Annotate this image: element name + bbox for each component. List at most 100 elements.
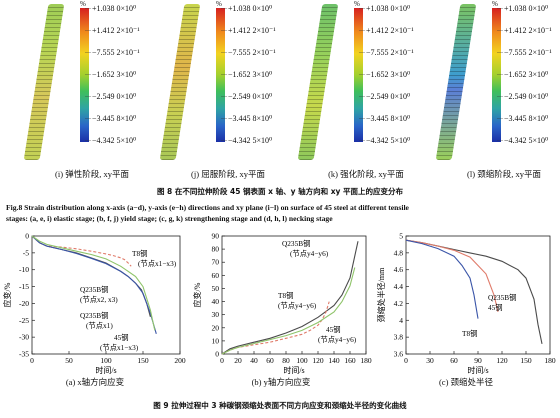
- x-tick-label: 150: [520, 356, 532, 365]
- x-tick-label: 120: [312, 356, 324, 365]
- x-tick-label: 60: [266, 356, 274, 365]
- series-line: [31, 235, 156, 331]
- colorbar-tick: +1.412 2×10⁻¹: [497, 27, 552, 36]
- colorbar-tick: −7.555 2×10⁻¹: [359, 49, 414, 58]
- y-tick-label: -30: [19, 333, 29, 342]
- y-tick-label: 3.8: [394, 333, 404, 342]
- x-tick-label: 180: [544, 356, 556, 365]
- colorbar-tick: −7.555 2×10⁻¹: [221, 49, 276, 58]
- colorbar-tick: −7.555 2×10⁻¹: [85, 49, 140, 58]
- y-tick-label: 4.6: [394, 265, 404, 274]
- x-tick-label: 60: [450, 356, 458, 365]
- y-tick-label: 50: [212, 284, 220, 293]
- colorbar-tick: −2.549 0×10⁰: [85, 93, 136, 102]
- y-tick-label: 3.6: [394, 350, 404, 359]
- y-tick-label: 4: [399, 316, 403, 325]
- colorbar-unit: %: [80, 0, 86, 8]
- x-tick-label: 80: [282, 356, 290, 365]
- colorbar-tick: −4.342 5×10⁰: [85, 137, 136, 146]
- series-annotation: Q235B钢: [80, 285, 108, 294]
- panel-j: %+1.038 0×10⁰ +1.412 2×10⁻¹ −7.555 2×10⁻¹ −…: [158, 0, 298, 179]
- specimen-rod-image: [435, 4, 477, 160]
- figure8-caption-en-line1: Fig.8 Strain distribution along x-axis (…: [6, 203, 409, 212]
- series-annotation: (节点y4−y6): [290, 249, 329, 258]
- specimen-rod-image: [159, 4, 201, 160]
- series-line: [221, 241, 359, 355]
- colorbar-tick: −4.342 5×10⁰: [221, 137, 272, 146]
- x-tick-label: 200: [174, 356, 186, 365]
- series-line: [405, 239, 499, 313]
- x-tick-label: 120: [496, 356, 508, 365]
- chart-b-title: (b) y轴方向应变: [251, 377, 311, 387]
- y-tick-label: 30: [212, 310, 220, 319]
- panel-label: (k) 强化阶段, xy平面: [328, 169, 404, 179]
- colorbar-tick: −2.549 0×10⁰: [359, 93, 410, 102]
- colorbar-tick: −1.652 3×10⁰: [497, 71, 548, 80]
- colorbar-tick: −3.445 8×10⁰: [85, 115, 136, 124]
- y-tick-label: -10: [19, 265, 29, 274]
- chart-neck-radius: 0 30 60 90 120 150 180 3.6 3.8 4 4.2 4.4 4.6 4.8 5 时间/s…: [376, 232, 556, 376]
- y-tick-label: 4.4: [394, 282, 404, 291]
- colorbar-tick: +1.412 2×10⁻¹: [85, 27, 140, 36]
- panel-label: (l) 颈缩阶段, xy平面: [467, 169, 541, 179]
- figure8-caption-en: Fig.8 Strain distribution along x-axis (…: [6, 202, 554, 224]
- series-annotation: (节点x1−x3): [100, 343, 139, 352]
- panel-label: (j) 屈服阶段, xy平面: [191, 169, 265, 179]
- y-tick-label: 80: [212, 245, 220, 254]
- series-line: [31, 235, 132, 267]
- y-tick-label: 5: [399, 232, 403, 241]
- y-tick-label: 4.8: [394, 248, 404, 257]
- colorbar-tick: +1.038 0×10⁰: [85, 5, 136, 14]
- series-annotation: (节点y4−y6): [278, 301, 317, 310]
- x-tick-label: 140: [328, 356, 340, 365]
- x-tick-label: 0: [30, 356, 34, 365]
- x-axis-label: 时间/s: [283, 365, 304, 375]
- y-tick-label: -35: [19, 350, 29, 359]
- panel-label: (i) 弹性阶段, xy平面: [55, 169, 129, 179]
- colorbar-tick: +1.412 2×10⁻¹: [359, 27, 414, 36]
- chart-y-strain: 0 20 40 60 80 100 120 140 160 180 0 10 20 30 40 50 60 70 8…: [192, 232, 372, 376]
- series-annotation: T8钢: [132, 249, 147, 258]
- x-tick-label: 100: [296, 356, 308, 365]
- colorbar-unit: %: [492, 0, 498, 8]
- x-tick-label: 0: [404, 356, 408, 365]
- x-tick-label: 90: [474, 356, 482, 365]
- series-annotation: T8钢: [278, 291, 293, 300]
- series-annotation: (节点x1−x3): [138, 259, 177, 268]
- x-tick-label: 0: [220, 356, 224, 365]
- colorbar-tick: −3.445 8×10⁰: [221, 115, 272, 124]
- series-annotation: (节点x1): [86, 321, 113, 330]
- y-tick-label: 40: [212, 297, 220, 306]
- y-tick-label: -5: [23, 248, 29, 257]
- y-tick-label: 4.2: [394, 299, 404, 308]
- colorbar-unit: %: [216, 0, 222, 8]
- x-tick-label: 180: [360, 356, 372, 365]
- series-annotation: Q235B钢: [282, 239, 310, 248]
- series-line: [221, 267, 356, 355]
- y-tick-label: -15: [19, 282, 29, 291]
- y-tick-label: 20: [212, 323, 220, 332]
- x-tick-label: 50: [65, 356, 73, 365]
- colorbar-tick: −2.549 0×10⁰: [497, 93, 548, 102]
- x-tick-label: 100: [100, 356, 112, 365]
- x-axis-label: 时间/s: [95, 365, 116, 375]
- x-axis-label: 时间/s: [467, 365, 488, 375]
- y-tick-label: 60: [212, 271, 220, 280]
- colorbar-tick: +1.038 0×10⁰: [221, 5, 272, 14]
- x-tick-label: 40: [250, 356, 258, 365]
- series-annotation: 45钢: [488, 303, 503, 312]
- colorbar-tick: +1.412 2×10⁻¹: [221, 27, 276, 36]
- colorbar-tick: −1.652 3×10⁰: [221, 71, 272, 80]
- x-tick-label: 20: [234, 356, 242, 365]
- panel-k: %+1.038 0×10⁰ +1.412 2×10⁻¹ −7.555 2×10⁻¹ −…: [296, 0, 436, 179]
- y-tick-label: -25: [19, 316, 29, 325]
- plot-frame: [405, 235, 551, 355]
- series-line: [405, 239, 479, 319]
- x-tick-label: 150: [137, 356, 149, 365]
- series-line: [31, 235, 157, 334]
- figure8-caption-en-line2: stages: (a, e, i) elastic stage; (b, f, …: [6, 214, 333, 223]
- colorbar-tick: −4.342 5×10⁰: [359, 137, 410, 146]
- colorbar-unit: %: [354, 0, 360, 8]
- colorbar-tick: −4.342 5×10⁰: [497, 137, 548, 146]
- y-tick-label: -20: [19, 299, 29, 308]
